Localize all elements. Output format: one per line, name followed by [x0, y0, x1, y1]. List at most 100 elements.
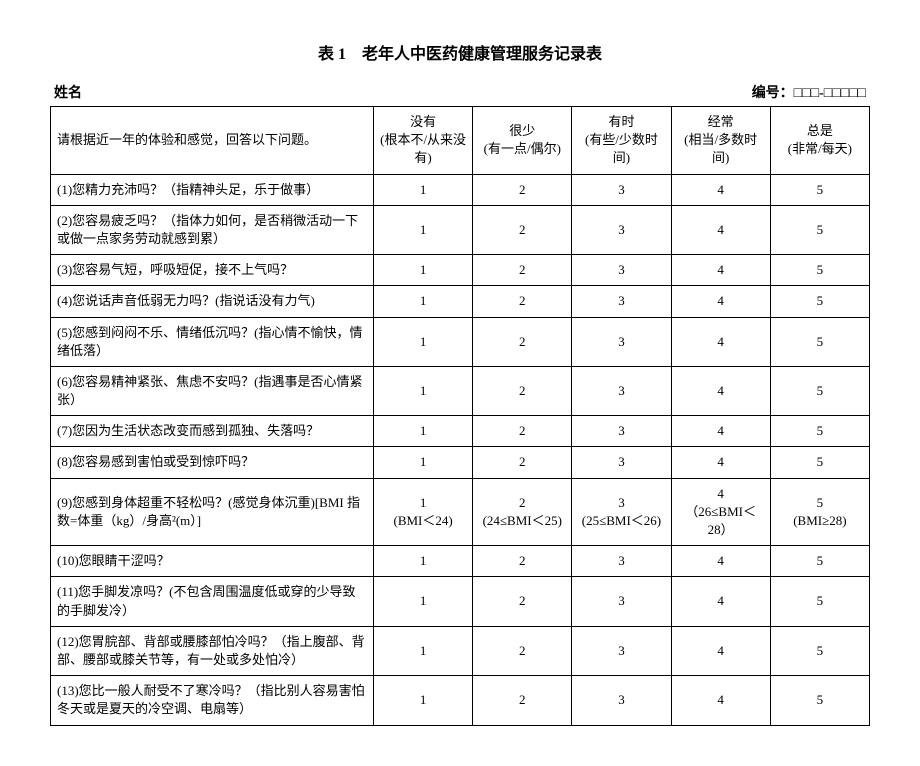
value-cell[interactable]: 5	[770, 447, 869, 478]
question-cell: (9)您感到身体超重不轻松吗？(感觉身体沉重)[BMI 指数=体重（kg）/身高…	[51, 478, 374, 546]
value-cell[interactable]: 5	[770, 366, 869, 415]
value-cell[interactable]: 1	[374, 174, 473, 205]
col-main: 没有	[380, 113, 466, 131]
value-cell[interactable]: 4	[671, 317, 770, 366]
table-row: (10)您眼睛干涩吗？12345	[51, 546, 870, 577]
col-main: 经常	[678, 113, 764, 131]
value-cell[interactable]: 2	[473, 255, 572, 286]
value-cell[interactable]: 4	[671, 676, 770, 725]
col-5: 总是 (非常/每天)	[770, 107, 869, 175]
value-cell[interactable]: 2	[473, 416, 572, 447]
value-cell[interactable]: 5	[770, 676, 869, 725]
value-cell[interactable]: 4	[671, 205, 770, 254]
instruction-cell: 请根据近一年的体验和感觉，回答以下问题。	[51, 107, 374, 175]
value-cell[interactable]: 3	[572, 174, 671, 205]
header-row: 姓名 编号：□□□-□□□□□	[54, 82, 866, 102]
table-row: (6)您容易精神紧张、焦虑不安吗？(指遇事是否心情紧张）12345	[51, 366, 870, 415]
col-main: 有时	[578, 113, 664, 131]
question-cell: (12)您胃脘部、背部或腰膝部怕冷吗？（指上腹部、背部、腰部或膝关节等，有一处或…	[51, 626, 374, 675]
value-cell[interactable]: 1	[374, 447, 473, 478]
value-cell[interactable]: 3	[572, 676, 671, 725]
question-cell: (1)您精力充沛吗？（指精神头足，乐于做事）	[51, 174, 374, 205]
value-cell[interactable]: 1	[374, 626, 473, 675]
value-cell[interactable]: 1	[374, 416, 473, 447]
value-cell[interactable]: 2	[473, 366, 572, 415]
value-cell[interactable]: 5	[770, 577, 869, 626]
value-cell[interactable]: 1	[374, 366, 473, 415]
value-cell[interactable]: 1	[374, 317, 473, 366]
table-row: (8)您容易感到害怕或受到惊吓吗？12345	[51, 447, 870, 478]
col-3: 有时 (有些/少数时间)	[572, 107, 671, 175]
value-cell[interactable]: 1	[374, 546, 473, 577]
value-cell[interactable]: 4 （26≤BMI＜28）	[671, 478, 770, 546]
value-cell[interactable]: 3	[572, 366, 671, 415]
value-cell[interactable]: 2	[473, 577, 572, 626]
value-cell[interactable]: 1	[374, 577, 473, 626]
col-4: 经常 (相当/多数时间)	[671, 107, 770, 175]
value-cell[interactable]: 2	[473, 317, 572, 366]
value-cell[interactable]: 3	[572, 577, 671, 626]
value-cell[interactable]: 1	[374, 676, 473, 725]
value-cell[interactable]: 2 (24≤BMI＜25)	[473, 478, 572, 546]
col-main: 总是	[777, 122, 863, 140]
value-cell[interactable]: 5	[770, 174, 869, 205]
question-cell: (7)您因为生活状态改变而感到孤独、失落吗？	[51, 416, 374, 447]
value-cell[interactable]: 3	[572, 205, 671, 254]
value-cell[interactable]: 5	[770, 255, 869, 286]
value-cell[interactable]: 4	[671, 577, 770, 626]
col-sub: (根本不/从来没有)	[380, 131, 466, 167]
value-cell[interactable]: 5	[770, 546, 869, 577]
col-sub: (有些/少数时间)	[578, 131, 664, 167]
value-cell[interactable]: 1	[374, 205, 473, 254]
value-cell[interactable]: 3	[572, 447, 671, 478]
value-cell[interactable]: 5	[770, 317, 869, 366]
question-cell: (10)您眼睛干涩吗？	[51, 546, 374, 577]
question-cell: (2)您容易疲乏吗？（指体力如何，是否稍微活动一下或做一点家务劳动就感到累）	[51, 205, 374, 254]
value-cell[interactable]: 5	[770, 205, 869, 254]
value-cell[interactable]: 3	[572, 546, 671, 577]
value-cell[interactable]: 2	[473, 676, 572, 725]
value-cell[interactable]: 5	[770, 286, 869, 317]
value-cell[interactable]: 3	[572, 255, 671, 286]
value-cell[interactable]: 4	[671, 546, 770, 577]
col-main: 很少	[479, 122, 565, 140]
value-cell[interactable]: 3 (25≤BMI＜26)	[572, 478, 671, 546]
value-cell[interactable]: 4	[671, 447, 770, 478]
value-cell[interactable]: 4	[671, 626, 770, 675]
value-cell[interactable]: 3	[572, 416, 671, 447]
value-cell[interactable]: 1 (BMI＜24)	[374, 478, 473, 546]
value-cell[interactable]: 4	[671, 174, 770, 205]
value-cell[interactable]: 2	[473, 626, 572, 675]
value-cell[interactable]: 2	[473, 546, 572, 577]
table-row: (5)您感到闷闷不乐、情绪低沉吗？(指心情不愉快，情绪低落）12345	[51, 317, 870, 366]
value-cell[interactable]: 4	[671, 366, 770, 415]
value-cell[interactable]: 1	[374, 255, 473, 286]
name-label: 姓名	[54, 82, 82, 102]
question-cell: (11)您手脚发凉吗？(不包含周围温度低或穿的少导致的手脚发冷）	[51, 577, 374, 626]
value-cell[interactable]: 2	[473, 286, 572, 317]
value-cell[interactable]: 4	[671, 255, 770, 286]
value-cell[interactable]: 1	[374, 286, 473, 317]
value-cell[interactable]: 4	[671, 416, 770, 447]
col-sub: (有一点/偶尔)	[479, 140, 565, 158]
question-cell: (5)您感到闷闷不乐、情绪低沉吗？(指心情不愉快，情绪低落）	[51, 317, 374, 366]
col-1: 没有 (根本不/从来没有)	[374, 107, 473, 175]
question-cell: (6)您容易精神紧张、焦虑不安吗？(指遇事是否心情紧张）	[51, 366, 374, 415]
value-cell[interactable]: 5 (BMI≥28)	[770, 478, 869, 546]
id-label: 编号：□□□-□□□□□	[752, 82, 866, 102]
question-cell: (13)您比一般人耐受不了寒冷吗？（指比别人容易害怕冬天或是夏天的冷空调、电扇等…	[51, 676, 374, 725]
header-row-columns: 请根据近一年的体验和感觉，回答以下问题。 没有 (根本不/从来没有) 很少 (有…	[51, 107, 870, 175]
value-cell[interactable]: 3	[572, 626, 671, 675]
table-row: (13)您比一般人耐受不了寒冷吗？（指比别人容易害怕冬天或是夏天的冷空调、电扇等…	[51, 676, 870, 725]
table-row: (11)您手脚发凉吗？(不包含周围温度低或穿的少导致的手脚发冷）12345	[51, 577, 870, 626]
value-cell[interactable]: 4	[671, 286, 770, 317]
value-cell[interactable]: 2	[473, 174, 572, 205]
value-cell[interactable]: 5	[770, 626, 869, 675]
value-cell[interactable]: 2	[473, 205, 572, 254]
value-cell[interactable]: 3	[572, 286, 671, 317]
value-cell[interactable]: 3	[572, 317, 671, 366]
survey-table: 请根据近一年的体验和感觉，回答以下问题。 没有 (根本不/从来没有) 很少 (有…	[50, 106, 870, 726]
table-row: (7)您因为生活状态改变而感到孤独、失落吗？12345	[51, 416, 870, 447]
value-cell[interactable]: 2	[473, 447, 572, 478]
value-cell[interactable]: 5	[770, 416, 869, 447]
